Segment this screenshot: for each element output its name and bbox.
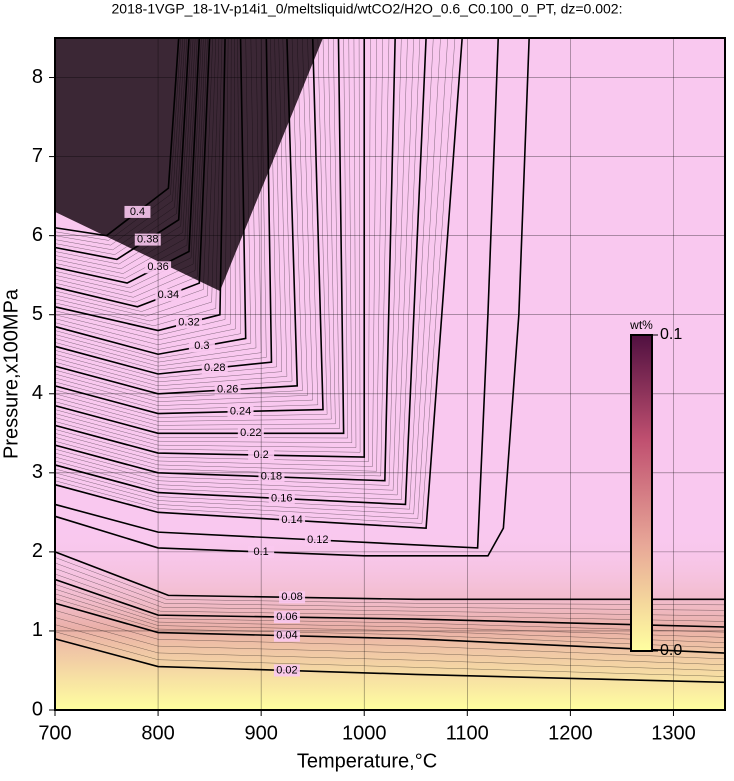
contour-label-bg xyxy=(273,611,300,624)
x-tick-label: 900 xyxy=(244,722,277,744)
minor-contour xyxy=(54,37,204,293)
contour-label: 0.16 xyxy=(271,492,292,504)
contour-label: 0.38 xyxy=(137,234,158,246)
contour-label-bg xyxy=(176,316,202,329)
minor-contour xyxy=(54,37,257,363)
contour-label-bg xyxy=(304,534,331,547)
chart-title: 2018-1VGP_18-1V-p14i1_0/meltsliquid/wtCO… xyxy=(112,1,623,17)
contour-label: 0.22 xyxy=(240,427,261,439)
minor-contour xyxy=(54,37,308,402)
y-tick-label: 2 xyxy=(32,540,43,562)
colorbar-label: wt% xyxy=(629,318,653,332)
contour-label-bg xyxy=(279,514,306,527)
minor-contour xyxy=(54,37,414,496)
contour-label: 0.34 xyxy=(158,289,179,301)
contour-label-bg xyxy=(201,362,228,375)
contour-label-bg xyxy=(155,288,182,301)
y-tick-label: 1 xyxy=(32,619,43,641)
colorbar-tick-label: 0.1 xyxy=(660,326,682,343)
contour-label: 0.02 xyxy=(276,664,297,676)
y-tick-label: 8 xyxy=(32,66,43,88)
minor-contour xyxy=(54,37,441,515)
minor-contour xyxy=(54,37,220,322)
minor-contour xyxy=(54,37,282,383)
colorbar-tick-label: 0.0 xyxy=(660,642,682,659)
y-tick-label: 5 xyxy=(32,303,43,325)
contour-label: 0.14 xyxy=(281,514,302,526)
minor-contour xyxy=(54,37,262,367)
y-tick-label: 6 xyxy=(32,224,43,246)
x-tick-label: 1000 xyxy=(342,722,387,744)
contour-label: 0.06 xyxy=(276,611,297,623)
contour-label: 0.04 xyxy=(276,630,297,642)
contour-label-bg xyxy=(188,340,215,353)
x-tick-label: 800 xyxy=(141,722,174,744)
plot-frame xyxy=(54,37,726,711)
contour-label: 0.3 xyxy=(194,340,209,352)
contour-label: 0.18 xyxy=(261,471,282,483)
contour-label-bg xyxy=(273,664,300,677)
x-tick-label: 1300 xyxy=(651,722,696,744)
minor-contour xyxy=(54,37,186,251)
contour-label: 0.32 xyxy=(178,317,199,329)
x-tick-label: 700 xyxy=(38,722,71,744)
contour-label-bg xyxy=(134,233,161,246)
x-axis-label: Temperature,°C xyxy=(297,750,437,772)
contour-line xyxy=(54,37,500,549)
minor-contour xyxy=(54,37,194,270)
x-tick-label: 1200 xyxy=(548,722,593,744)
minor-contour xyxy=(54,37,184,246)
y-tick-label: 0 xyxy=(32,698,43,720)
contour-label: 0.26 xyxy=(217,384,238,396)
contour-label: 0.24 xyxy=(230,405,251,417)
minor-contour xyxy=(54,37,377,467)
contour-label: 0.4 xyxy=(130,206,145,218)
contour-label-bg xyxy=(268,492,295,505)
y-tick-label: 7 xyxy=(32,145,43,167)
contour-label-bg xyxy=(227,405,254,418)
contour-label-bg xyxy=(273,629,300,642)
contour-label-bg xyxy=(124,205,151,218)
colorbar xyxy=(630,334,653,652)
minor-contour xyxy=(54,37,236,345)
x-tick-label: 1100 xyxy=(446,722,489,744)
minor-contour xyxy=(54,37,448,519)
contour-label-bg xyxy=(237,427,264,440)
minor-contour xyxy=(54,37,196,274)
y-tick-label: 4 xyxy=(32,382,43,404)
minor-contour xyxy=(54,37,313,406)
dense-region xyxy=(55,38,323,291)
contour-label: 0.28 xyxy=(204,362,225,374)
minor-contour xyxy=(54,37,216,317)
minor-contour xyxy=(54,37,206,298)
y-axis-label: Pressure,x100MPa xyxy=(0,288,22,459)
contour-label-bg xyxy=(258,470,285,483)
minor-contour xyxy=(54,37,332,422)
minor-contour xyxy=(54,37,353,443)
contour-label: 0.12 xyxy=(307,534,328,546)
minor-contour xyxy=(54,37,383,472)
contour-label: 0.08 xyxy=(281,591,302,603)
plot-area: 0.020.040.060.080.10.120.140.160.180.20.… xyxy=(54,37,726,710)
contour-label-bg xyxy=(279,591,306,604)
minor-contour xyxy=(54,37,357,448)
minor-contour xyxy=(54,37,408,491)
y-tick-label: 3 xyxy=(32,461,43,483)
contour-label-bg xyxy=(214,383,241,396)
minor-contour xyxy=(54,37,288,387)
minor-contour xyxy=(54,37,232,341)
minor-contour xyxy=(54,37,336,426)
